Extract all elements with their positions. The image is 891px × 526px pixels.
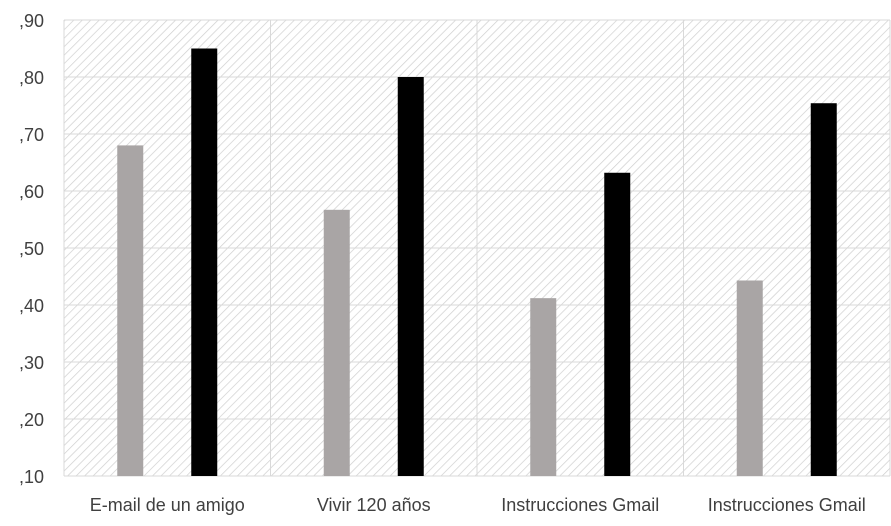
x-axis-tick-labels: E-mail de un amigo Vivir 120 años Instrucc… [90,495,866,515]
x-tick-label: E-mail de un amigo [90,495,245,515]
y-tick-label: ,40 [19,296,44,316]
y-tick-label: ,30 [19,353,44,373]
x-tick-label: Instrucciones Gmail [708,495,866,515]
y-tick-label: ,20 [19,410,44,430]
bar-series-1-3 [530,298,557,476]
y-axis-tick-labels: ,10 ,20 ,30 ,40 ,50 ,60 ,70 ,80 ,90 [19,11,44,487]
bar-series-1-2 [323,209,350,476]
bar-series-1-1 [117,145,144,476]
y-tick-label: ,10 [19,467,44,487]
y-tick-label: ,80 [19,68,44,88]
x-tick-label: Vivir 120 años [317,495,431,515]
bars [117,48,837,476]
x-tick-label: Instrucciones Gmail [501,495,659,515]
y-tick-label: ,90 [19,11,44,31]
y-tick-label: ,50 [19,239,44,259]
bar-series-2-2 [397,77,424,476]
bar-series-2-4 [810,103,837,476]
bar-series-1-4 [736,280,763,476]
y-tick-label: ,60 [19,182,44,202]
y-tick-label: ,70 [19,125,44,145]
bar-series-2-3 [604,172,631,476]
bar-series-2-1 [191,48,218,476]
